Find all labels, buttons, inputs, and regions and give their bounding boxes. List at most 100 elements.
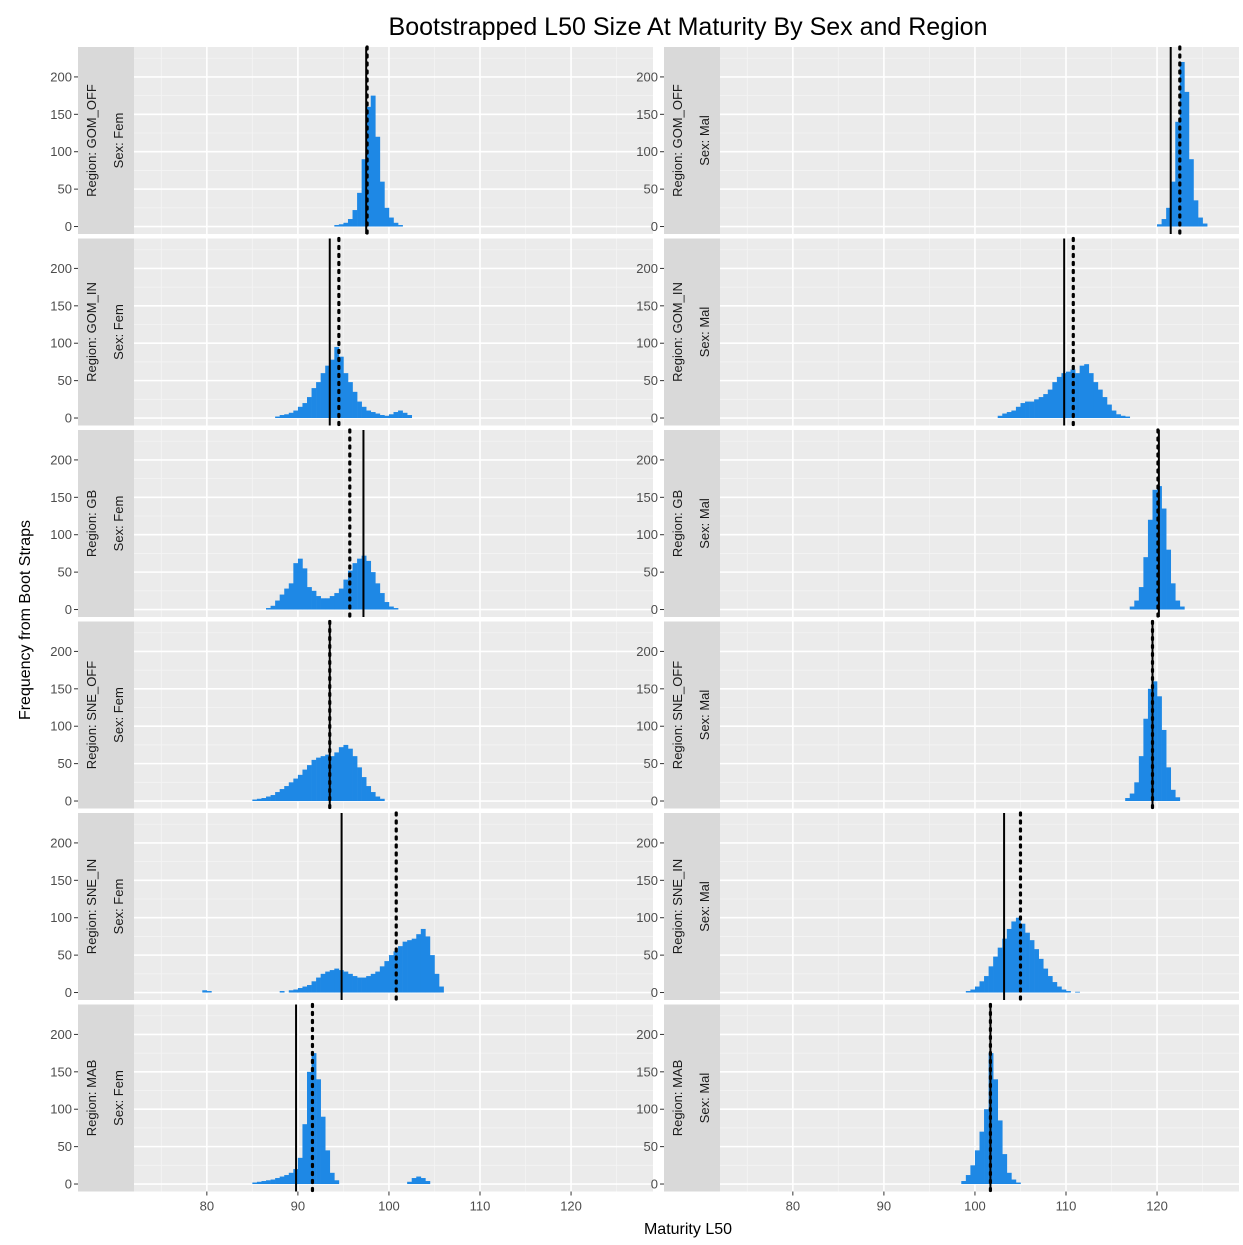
histogram-bar [366,976,372,993]
histogram-bar [361,159,367,227]
panel-background [134,1004,653,1192]
histogram-bar [288,583,294,610]
facet-strip-sex-label: Sex: Fem [111,879,126,935]
histogram-bar [316,596,321,610]
facet-strip-sex-label: Sex: Mal [697,115,712,166]
histogram-bar [1015,917,1021,993]
y-tick-label: 0 [65,1177,72,1192]
y-tick-label: 100 [50,527,72,542]
histogram-bar [1015,1182,1021,1185]
x-tick-label: 100 [964,1199,986,1214]
histogram-bar [1011,1179,1017,1185]
histogram-bar [1143,557,1149,610]
histogram-bar [361,406,367,419]
histogram-bar [311,759,317,802]
histogram-bar [252,1182,258,1185]
histogram-bar [1034,949,1039,993]
histogram-bar [284,588,290,610]
histogram-bar [261,798,267,802]
histogram-bar [379,181,385,227]
histogram-bar [1120,415,1126,419]
histogram-bar [357,401,362,419]
y-tick-label: 50 [644,565,658,580]
histogram-bar [338,356,344,419]
panel-background [720,238,1239,426]
histogram-bar [352,563,358,610]
histogram-bar [288,782,294,802]
y-tick-label: 50 [58,1139,72,1154]
histogram-bar [1166,207,1172,227]
histogram-bar [997,947,1003,993]
facet-panel: Region: GB Sex: Mal 0 50 100 150 200 [636,428,1239,619]
facet-panel: Region: SNE_OFF Sex: Fem 0 50 100 150 200 [50,619,653,811]
histogram-bar [1170,789,1176,802]
histogram-bar [202,990,208,993]
y-tick-label: 200 [636,644,658,659]
histogram-bar [1020,923,1026,993]
histogram-bar [1052,982,1058,993]
histogram-bar [288,990,294,993]
y-axis-title: Frequency from Boot Straps [17,520,34,720]
histogram-bar [1138,756,1144,802]
x-tick-label: 80 [786,1199,800,1214]
panel-background [134,47,653,234]
y-tick-label: 150 [636,107,658,122]
x-tick-label: 100 [378,1199,400,1214]
facet-strip [664,47,720,234]
histogram-bar [316,382,321,419]
histogram-bar [434,973,440,993]
histogram-bar [329,756,335,802]
histogram-bar [425,1181,431,1185]
histogram-bar [307,985,312,993]
histogram-bar [256,1181,262,1185]
y-tick-label: 50 [58,756,72,771]
y-tick-label: 150 [50,490,72,505]
y-tick-label: 150 [50,873,72,888]
facet-panel: Region: GB Sex: Fem 0 50 100 150 200 [50,428,653,619]
histogram-bar [347,219,353,227]
histogram-bar [1143,718,1149,802]
y-tick-label: 100 [50,910,72,925]
histogram-bar [302,1124,308,1185]
facet-strip-sex-label: Sex: Fem [111,496,126,552]
histogram-bar [293,989,299,993]
panel-background [720,47,1239,234]
facet-strip-sex-label: Sex: Mal [697,881,712,932]
y-tick-label: 0 [65,411,72,426]
histogram-bar [1088,373,1094,419]
y-tick-label: 0 [651,1177,658,1192]
histogram-bar [311,388,317,419]
facet-strip [78,47,134,234]
histogram-bar [266,608,271,610]
y-tick-label: 100 [636,719,658,734]
histogram-bar [997,415,1003,419]
histogram-bar [275,1178,280,1185]
histogram-bar [388,414,394,419]
histogram-bar [1056,376,1062,419]
chart-title: Bootstrapped L50 Size At Maturity By Sex… [389,13,988,41]
histogram-bar [407,415,413,419]
histogram-bar [366,786,372,802]
histogram-bar [407,1181,413,1185]
facet-strip [78,621,134,809]
histogram-bar [1038,958,1044,993]
histogram-bar [352,391,358,419]
histogram-bar [1066,371,1071,419]
x-tick-label: 110 [470,1199,491,1214]
histogram-bar [343,579,349,610]
histogram-bar [302,403,308,419]
histogram-bar [293,778,299,802]
facet-strip-region-label: Region: SNE_IN [84,859,99,954]
y-tick-label: 200 [636,261,658,276]
histogram-bar [325,1150,331,1185]
facet-strip-sex-label: Sex: Fem [111,304,126,360]
x-tick-label: 90 [877,1199,891,1214]
histogram-bar [270,605,276,610]
histogram-bar [1006,412,1012,419]
panel-background [720,813,1239,1000]
histogram-bar [1161,508,1167,610]
histogram-bar [393,412,399,419]
histogram-bar [1025,401,1030,419]
histogram-bar [1170,181,1176,227]
histogram-bar [316,977,321,993]
